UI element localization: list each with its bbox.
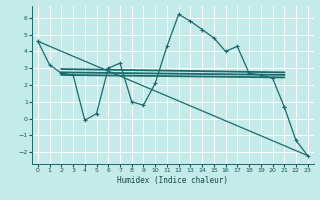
X-axis label: Humidex (Indice chaleur): Humidex (Indice chaleur)	[117, 176, 228, 185]
